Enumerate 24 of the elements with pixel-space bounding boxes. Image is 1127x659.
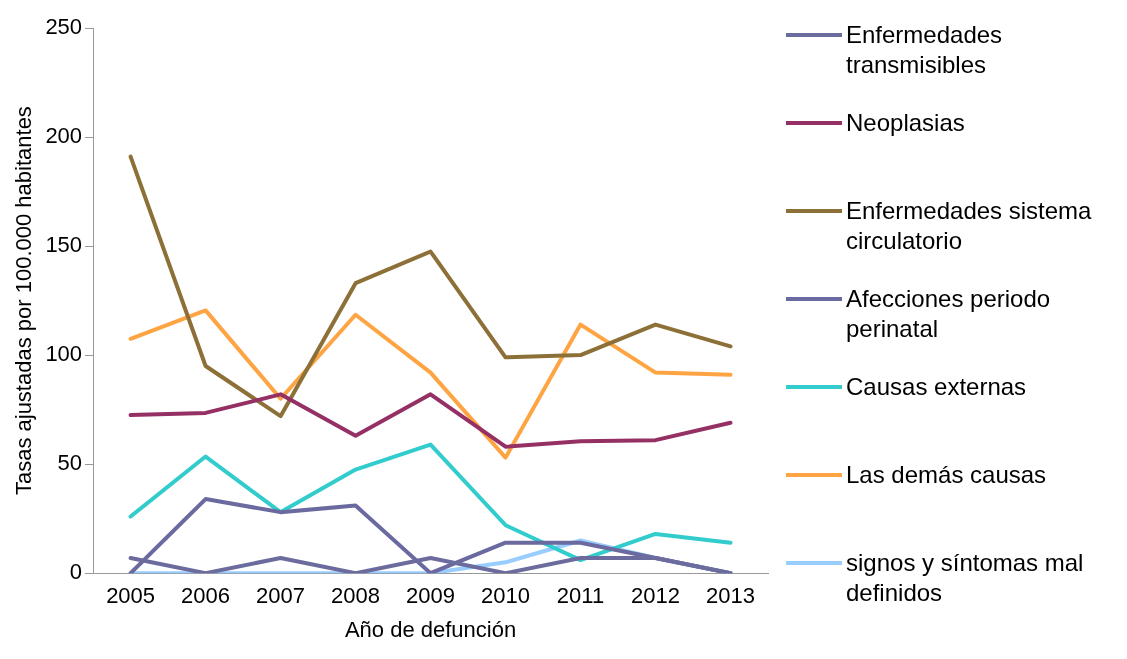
- y-tick-label: 50: [57, 450, 83, 476]
- y-axis-title: Tasas ajustadas por 100.000 habitantes: [11, 106, 37, 496]
- y-tick-label: 250: [45, 14, 83, 40]
- y-tick-label: 100: [45, 341, 83, 367]
- legend-label: Enfermedades transmisibles: [846, 20, 1004, 80]
- legend-label: Enfermedades sistema circulatorio: [846, 196, 1093, 256]
- x-tick-label: 2010: [481, 583, 531, 609]
- x-tick-label: 2008: [331, 583, 381, 609]
- y-tick-label: 0: [69, 559, 83, 585]
- x-tick-label: 2007: [256, 583, 306, 609]
- y-tick-label: 200: [45, 123, 83, 149]
- x-tick-label: 2012: [631, 583, 680, 609]
- y-tick-label: 150: [45, 232, 83, 258]
- x-tick-label: 2005: [106, 583, 156, 609]
- x-tick-label: 2009: [406, 583, 456, 609]
- legend-label: signos y síntomas mal definidos: [846, 548, 1085, 608]
- legend-label: Neoplasias: [846, 108, 966, 138]
- x-tick-label: 2006: [181, 583, 231, 609]
- legend-label: Causas externas: [846, 372, 1028, 402]
- legend-label: Las demás causas: [846, 460, 1048, 490]
- legend-label: Afecciones periodo perinatal: [846, 284, 1052, 344]
- x-tick-label: 2013: [706, 583, 755, 609]
- x-tick-label: 2011: [556, 583, 605, 609]
- x-axis-title: Año de defunción: [344, 616, 517, 642]
